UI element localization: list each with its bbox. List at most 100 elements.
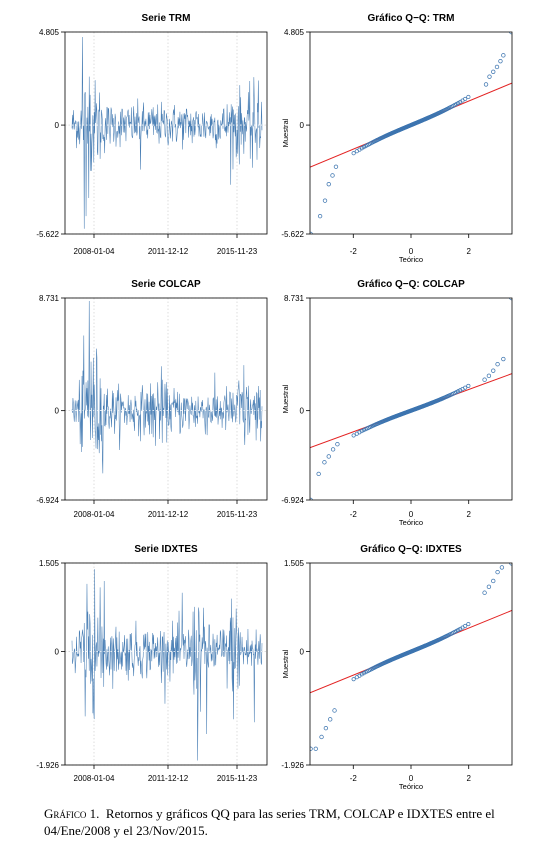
qq-point <box>332 708 337 713</box>
qq-point <box>330 173 335 178</box>
x-tick-label: 0 <box>409 510 414 519</box>
y-axis-label: Muestral <box>281 118 290 147</box>
qq-point <box>501 53 506 58</box>
figure: Serie TRM 4.805 0 -5.622 2008-01-04 2011-12-1… <box>36 13 513 791</box>
qq-point <box>326 181 331 187</box>
panel-title: Serie TRM <box>142 13 191 24</box>
qq-point <box>486 584 492 590</box>
x-tick-label: 0 <box>409 247 414 256</box>
qq-point <box>483 82 489 87</box>
plot-frame <box>64 562 268 766</box>
x-tick-label: 2 <box>466 510 471 519</box>
qq-point <box>486 373 492 378</box>
x-tick-label: -2 <box>350 774 358 783</box>
x-tick-label: 2008-01-04 <box>74 247 115 256</box>
qq-point <box>494 64 500 70</box>
y-tick-label: -1.926 <box>36 761 59 770</box>
qq-point <box>482 590 487 595</box>
x-axis-label: Teórico <box>399 518 423 527</box>
y-tick-label: 0 <box>55 121 60 130</box>
figure-caption: Gráfico 1. Retornos y gráficos QQ para l… <box>44 805 544 839</box>
panel-title: Gráfico Q−Q: IDXTES <box>360 544 462 555</box>
qq-point <box>326 454 331 459</box>
qq-point <box>359 428 364 434</box>
y-tick-label: 0 <box>55 407 60 416</box>
qq-point <box>463 385 468 390</box>
qq-point <box>359 672 364 677</box>
y-tick-label: -1.926 <box>281 761 304 770</box>
x-tick-label: 2015-11-23 <box>217 510 258 519</box>
plot-frame <box>64 31 268 235</box>
qq-point <box>351 433 356 438</box>
x-tick-label: 2015-11-23 <box>217 774 258 783</box>
x-tick-label: 0 <box>409 774 414 783</box>
x-tick-label: -2 <box>350 510 358 519</box>
qq-point <box>463 96 468 102</box>
qq-point <box>456 627 461 633</box>
x-axis-label: Teórico <box>399 782 423 791</box>
qq-plot-area <box>310 32 512 234</box>
x-tick-label: 2008-01-04 <box>74 774 115 783</box>
timeseries-panel-1: Serie COLCAP 8.731 0 -6.924 2008-01-04 2011-1… <box>36 279 268 519</box>
qq-point <box>317 213 323 219</box>
y-tick-label: 1.505 <box>284 559 305 568</box>
qq-plot-area <box>310 298 512 500</box>
series-line <box>71 300 263 474</box>
x-tick-label: 2 <box>466 774 471 783</box>
qq-point <box>498 58 503 64</box>
qq-panel-0: Gráfico Q−Q: TRM 4.805 0 -5.622 -2 0 2 Teórico M… <box>281 13 513 264</box>
qq-point <box>357 430 362 435</box>
x-axis-label: Teórico <box>399 255 423 264</box>
qq-point <box>323 725 329 731</box>
y-axis-label: Muestral <box>281 649 290 678</box>
qq-point <box>482 377 487 382</box>
x-tick-label: 2 <box>466 247 471 256</box>
x-tick-label: 2015-11-23 <box>217 247 258 256</box>
qq-point <box>458 388 463 393</box>
plot-frame <box>64 297 268 501</box>
qq-point <box>499 565 505 570</box>
qq-point <box>491 368 496 373</box>
y-axis-label: Muestral <box>281 384 290 413</box>
qq-point <box>310 746 313 751</box>
qq-point <box>335 442 340 447</box>
x-tick-label: 2011-12-12 <box>148 774 189 783</box>
qq-point <box>495 362 500 367</box>
y-tick-label: -5.622 <box>36 230 59 239</box>
y-tick-label: 8.731 <box>39 294 60 303</box>
caption-text: Retornos y gráficos QQ para las series T… <box>44 806 495 838</box>
x-tick-label: 2011-12-12 <box>148 247 189 256</box>
caption-label: Gráfico 1. <box>44 806 100 821</box>
x-tick-label: 2008-01-04 <box>74 510 115 519</box>
qq-point <box>330 447 336 452</box>
plot-frame <box>309 297 513 501</box>
series-line <box>71 36 263 229</box>
qq-point <box>466 621 471 627</box>
qq-point <box>456 389 461 394</box>
timeseries-panel-2: Serie IDXTES 1.505 0 -1.926 2008-01-04 2011-1… <box>36 544 268 783</box>
qq-point <box>495 569 500 575</box>
qq-point <box>491 69 496 74</box>
y-tick-label: 0 <box>300 648 305 657</box>
x-tick-label: 2011-12-12 <box>148 510 189 519</box>
y-tick-label: -6.924 <box>281 496 304 505</box>
panel-title: Serie COLCAP <box>131 279 201 290</box>
series-line <box>71 569 263 761</box>
y-tick-label: 0 <box>300 121 305 130</box>
qq-point <box>322 460 327 465</box>
qq-point <box>466 94 471 100</box>
qq-point <box>333 164 339 169</box>
x-tick-label: -2 <box>350 247 358 256</box>
qq-point <box>313 746 318 751</box>
y-tick-label: 4.805 <box>39 28 60 37</box>
qq-point <box>322 198 328 203</box>
y-tick-label: 1.505 <box>39 559 60 568</box>
y-tick-label: 0 <box>300 407 305 416</box>
qq-panel-1: Gráfico Q−Q: COLCAP 8.731 0 -6.924 -2 0 2 Teóri… <box>281 279 513 527</box>
qq-point <box>501 356 506 362</box>
plot-frame <box>309 562 513 766</box>
qq-point <box>351 151 356 156</box>
qq-point <box>487 74 492 79</box>
panel-title: Gráfico Q−Q: COLCAP <box>357 279 465 290</box>
qq-point <box>466 383 471 388</box>
